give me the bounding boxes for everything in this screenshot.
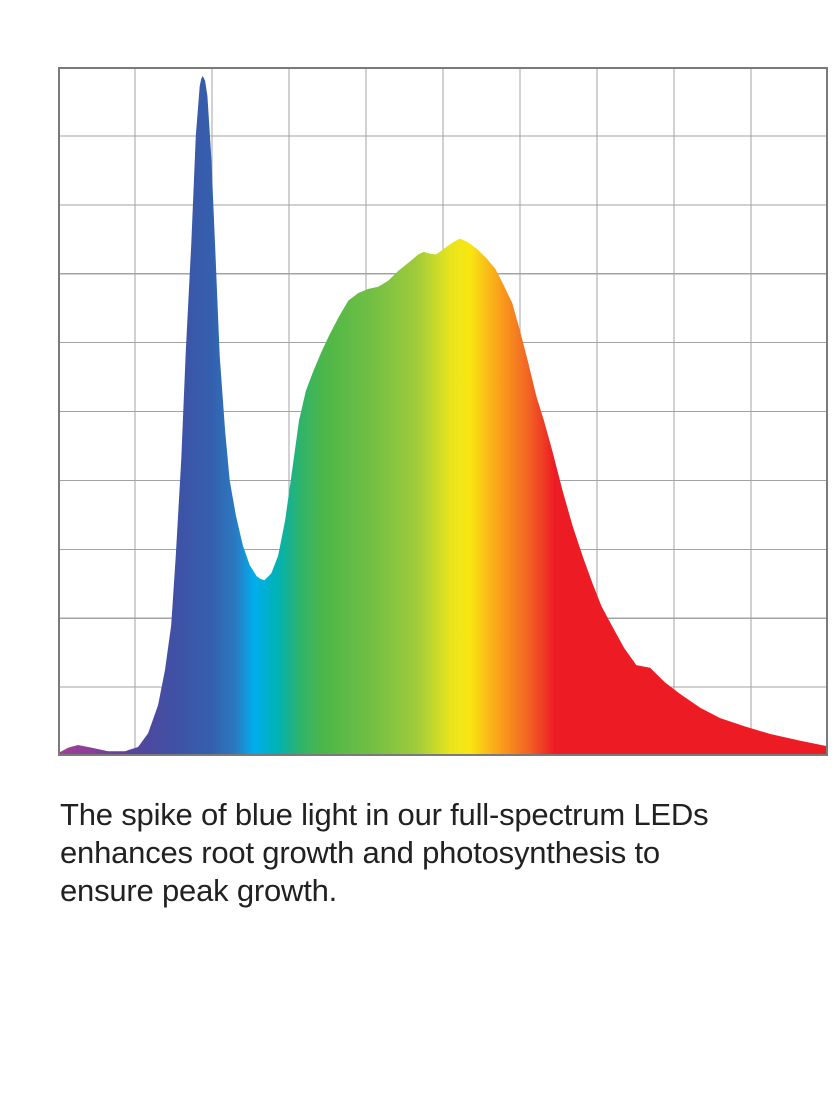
spectrum-chart-svg <box>58 67 828 756</box>
caption-text: The spike of blue light in our full-spec… <box>60 797 709 908</box>
spectrum-area <box>58 76 828 756</box>
spectrum-chart <box>58 67 828 756</box>
chart-border <box>58 67 828 756</box>
